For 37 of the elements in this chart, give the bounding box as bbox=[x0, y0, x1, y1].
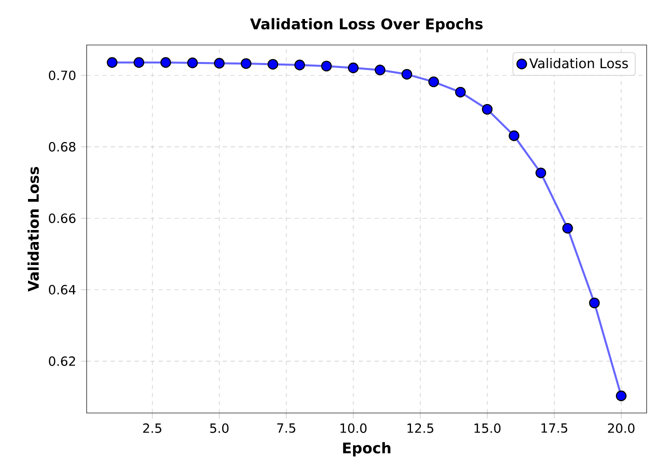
point bbox=[616, 390, 627, 402]
point bbox=[187, 58, 198, 68]
point bbox=[348, 62, 359, 74]
chart-title: Validation Loss Over Epochs bbox=[250, 18, 483, 32]
x-tick-label: 5.0 bbox=[210, 423, 229, 433]
point bbox=[428, 76, 439, 88]
point bbox=[535, 168, 546, 178]
point bbox=[482, 104, 493, 115]
y-tick-label: 0.62 bbox=[48, 356, 76, 366]
point bbox=[589, 298, 600, 308]
y-tick-label: 0.70 bbox=[48, 70, 76, 80]
point bbox=[134, 57, 144, 68]
x-tick-label: 7.5 bbox=[277, 423, 296, 433]
x-tick-label: 10.0 bbox=[340, 423, 367, 433]
point bbox=[455, 86, 466, 98]
point bbox=[508, 130, 520, 142]
x-tick-label: 17.5 bbox=[542, 423, 568, 433]
point bbox=[214, 58, 225, 69]
point bbox=[106, 57, 118, 68]
y-tick-label: 0.68 bbox=[48, 142, 76, 152]
y-tick-label: 0.64 bbox=[48, 284, 76, 295]
legend-label: Validation Loss bbox=[529, 58, 628, 68]
point bbox=[321, 60, 332, 72]
x-axis-title: Epoch bbox=[343, 442, 390, 456]
point bbox=[268, 58, 278, 70]
point bbox=[160, 57, 172, 68]
point bbox=[294, 60, 306, 70]
x-tick-label: 2.5 bbox=[143, 423, 162, 433]
x-tick-label: 20.0 bbox=[608, 423, 634, 433]
point bbox=[402, 68, 412, 80]
point bbox=[562, 222, 573, 234]
point bbox=[374, 64, 386, 76]
y-tick-label: 0.66 bbox=[48, 213, 76, 224]
x-tick-label: 15.0 bbox=[474, 423, 500, 433]
y-axis-title: Validation Loss bbox=[28, 166, 39, 292]
point bbox=[240, 58, 252, 69]
x-tick-label: 12.5 bbox=[408, 423, 434, 433]
